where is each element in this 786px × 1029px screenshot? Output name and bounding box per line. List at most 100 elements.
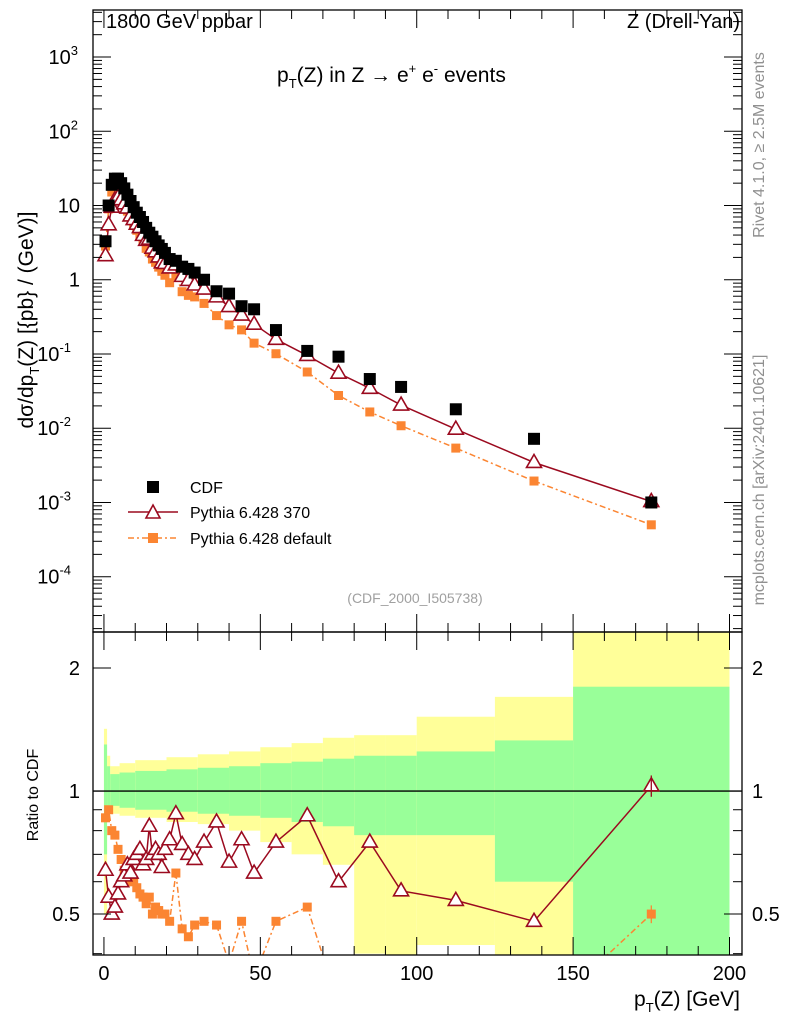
ratio-point-pythia-default	[165, 916, 175, 926]
point-pythia-default	[224, 320, 234, 330]
point-cdf	[198, 273, 211, 286]
x-tick-label: 150	[556, 963, 589, 985]
ratio-point-pythia-default	[530, 1019, 539, 1024]
point-cdf	[645, 496, 658, 509]
y-axis-label: dσ/dpT(Z) [{pb} / (GeV)]	[15, 211, 42, 428]
y-tick-exponent: -4	[59, 563, 71, 578]
point-pythia-default	[171, 271, 181, 281]
point-pythia-default	[107, 187, 117, 197]
rivet-version-label: Rivet 4.1.0, ≥ 2.5M events	[751, 52, 768, 238]
y-tick-exponent: -2	[59, 414, 71, 429]
point-cdf	[99, 235, 112, 248]
ratio-point-pythia370	[109, 884, 127, 900]
point-pythia-default	[212, 311, 222, 321]
y-tick-exponent: -1	[59, 340, 71, 355]
point-pythia-default	[249, 338, 259, 348]
point-pythia370	[392, 395, 410, 411]
point-pythia-default	[529, 476, 539, 486]
point-pythia370	[525, 452, 543, 469]
ratio-point-pythia370	[166, 804, 185, 820]
point-cdf	[301, 344, 314, 357]
point-cdf	[395, 380, 408, 393]
point-cdf	[188, 266, 201, 279]
ratio-y-tick-label-right: 1	[752, 781, 763, 803]
point-pythia370	[96, 246, 115, 262]
point-pythia-default	[302, 367, 312, 377]
green-band	[354, 755, 386, 836]
y-tick-label: 103	[49, 43, 78, 69]
legend-label-pythia-default: Pythia 6.428 default	[190, 531, 332, 548]
ratio-point-pythia370	[152, 857, 171, 874]
ratio-point-pythia-default	[183, 932, 193, 942]
point-cdf	[235, 300, 248, 313]
point-pythia-default	[183, 290, 193, 300]
green-band	[107, 766, 111, 810]
point-pythia370	[232, 305, 251, 321]
point-pythia-default	[165, 278, 175, 288]
ratio-point-pythia-default	[199, 916, 209, 926]
ratio-point-pythia-default	[116, 854, 126, 864]
y-tick-label: 10-1	[37, 340, 71, 366]
point-pythia-default	[177, 287, 187, 297]
ratio-point-pythia-default	[271, 916, 281, 926]
ratio-point-pythia-default	[141, 899, 151, 909]
y-tick-label: 10-3	[37, 488, 71, 514]
ratio-point-pythia370	[207, 812, 226, 828]
ratio-point-pythia-default	[144, 892, 154, 902]
point-cdf	[210, 285, 223, 298]
y-tick-label: 10	[58, 196, 80, 218]
point-pythia-default	[334, 390, 344, 400]
top-left-label: 1800 GeV ppbar	[106, 11, 253, 33]
analysis-id-watermark: (CDF_2000_I505738)	[347, 590, 482, 606]
data-marks	[96, 172, 661, 1024]
ratio-point-pythia370	[360, 832, 379, 848]
green-band	[322, 758, 355, 827]
ratio-point-pythia370	[298, 806, 317, 822]
point-pythia370	[329, 363, 348, 379]
ratio-point-pythia370	[131, 839, 149, 856]
legend-label-pythia370: Pythia 6.428 370	[190, 505, 310, 522]
ratio-point-pythia-default	[190, 920, 200, 930]
point-cdf	[449, 403, 462, 416]
mcplots-label: mcplots.cern.ch [arXiv:2401.10621]	[751, 355, 768, 606]
legend-marker-pythia370	[144, 503, 162, 519]
ratio-point-pythia370	[267, 832, 285, 848]
ratio-point-pythia370	[329, 872, 348, 888]
y-tick-label: 1	[69, 270, 80, 292]
ratio-point-pythia-default	[138, 892, 148, 902]
point-cdf	[332, 350, 345, 363]
ratio-point-pythia370	[96, 860, 115, 877]
green-band	[416, 751, 495, 836]
ratio-point-pythia-default	[177, 924, 187, 934]
ratio-point-pythia-default	[397, 1000, 406, 1009]
ratio-point-pythia-default	[237, 916, 247, 926]
point-pythia370	[360, 378, 379, 395]
point-cdf	[223, 287, 236, 300]
point-pythia370	[99, 215, 118, 231]
point-cdf	[269, 324, 282, 337]
ratio-point-pythia-default	[132, 883, 142, 893]
point-pythia-default	[646, 520, 656, 530]
point-cdf	[163, 253, 176, 266]
ratio-point-pythia-default	[129, 877, 139, 887]
green-band	[103, 744, 108, 855]
point-pythia-default	[237, 325, 247, 335]
y-tick-label: 102	[49, 117, 78, 143]
ratio-point-pythia370	[185, 849, 204, 866]
ratio-point-pythia370	[220, 852, 238, 868]
ratio-point-pythia-default	[334, 1000, 343, 1009]
ratio-y-tick-label-left: 0.5	[52, 904, 80, 926]
green-band	[385, 755, 417, 836]
legend: CDF Pythia 6.428 370 Pythia 6.428 defaul…	[128, 480, 332, 548]
point-pythia-default	[271, 349, 281, 359]
y-tick-exponent: 2	[71, 117, 78, 132]
ratio-point-pythia370	[106, 897, 124, 913]
point-pythia370	[267, 329, 285, 346]
green-band	[110, 774, 120, 806]
y-tick-label: 10-2	[37, 414, 71, 440]
ratio-point-pythia370	[392, 881, 410, 897]
point-cdf	[528, 432, 541, 445]
ratio-point-pythia370	[446, 890, 465, 907]
